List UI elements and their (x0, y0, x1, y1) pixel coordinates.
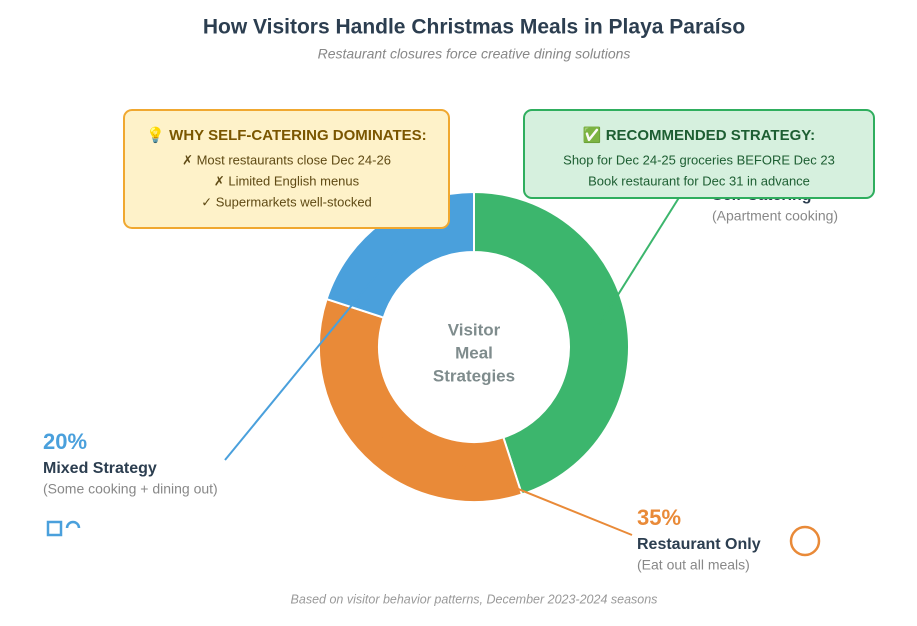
callout-title: 💡 WHY SELF-CATERING DOMINATES: (146, 126, 426, 144)
leader-dot (593, 323, 602, 332)
chart-title: How Visitors Handle Christmas Meals in P… (203, 16, 745, 39)
center-label: Visitor (448, 320, 501, 339)
center-label: Strategies (433, 366, 515, 385)
leader-dot (396, 241, 405, 250)
leader-line (385, 434, 633, 536)
center-label: Meal (455, 343, 493, 362)
callout-line: ✗ Most restaurants close Dec 24-26 (182, 152, 391, 167)
icon (65, 520, 81, 529)
leader-line (224, 245, 402, 461)
category-description: (Some cooking + dining out) (43, 481, 218, 497)
value-label: 20% (43, 429, 87, 454)
callout-line: Shop for Dec 24-25 groceries BEFORE Dec … (563, 152, 835, 167)
category-description: (Eat out all meals) (637, 557, 750, 573)
callout-line: ✓ Supermarkets well-stocked (201, 194, 372, 209)
callout-line: ✗ Limited English menus (214, 173, 360, 188)
donut-segment (473, 190, 630, 496)
footnote: Based on visitor behavior patterns, Dece… (291, 592, 658, 606)
category-label: Mixed Strategy (43, 460, 157, 477)
callout-box (123, 109, 450, 229)
category-label: Restaurant Only (637, 536, 761, 553)
callout-box (523, 109, 875, 199)
chart-subtitle: Restaurant closures force creative dinin… (318, 46, 631, 62)
callout-title: ✅ RECOMMENDED STRATEGY: (583, 126, 815, 144)
category-description: (Apartment cooking) (712, 208, 838, 224)
callout-line: Book restaurant for Dec 31 in advance (588, 173, 810, 188)
leader-line (596, 195, 681, 328)
leader-dot (381, 431, 390, 440)
donut-segment (318, 297, 524, 503)
icon (789, 525, 821, 557)
value-label: 35% (637, 505, 681, 530)
icon (46, 520, 63, 537)
